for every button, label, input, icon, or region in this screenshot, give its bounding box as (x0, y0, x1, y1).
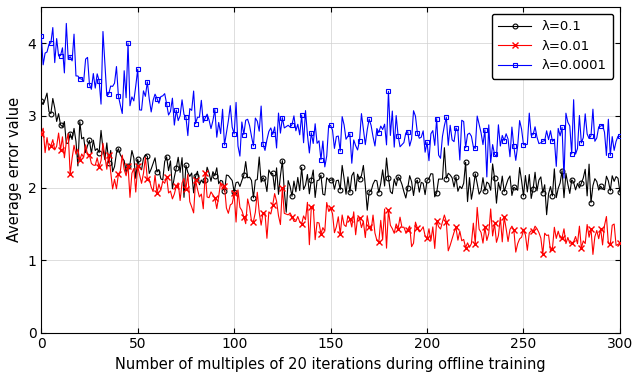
λ=0.1 (616, 190, 624, 194)
λ=0.0001 (37, 34, 45, 38)
λ=0.1 (577, 181, 585, 185)
λ=0.1 (435, 177, 442, 182)
λ=0.01 (527, 229, 535, 233)
λ=0.0001 (273, 146, 280, 150)
λ=0.0001 (616, 134, 624, 139)
λ=0.1 (273, 166, 280, 170)
λ=0.01 (292, 219, 300, 224)
λ=0.01 (575, 224, 583, 229)
X-axis label: Number of multiples of 20 iterations during offline training: Number of multiples of 20 iterations dur… (115, 357, 546, 372)
Line: λ=0.0001: λ=0.0001 (39, 21, 622, 180)
λ=0.0001 (527, 133, 535, 138)
λ=0.01 (39, 126, 47, 130)
λ=0.0001 (435, 153, 442, 157)
λ=0.0001 (292, 128, 300, 133)
λ=0.1 (543, 212, 550, 217)
λ=0.01 (495, 233, 502, 238)
λ=0.0001 (63, 21, 70, 26)
λ=0.1 (527, 196, 535, 201)
Line: λ=0.01: λ=0.01 (38, 125, 623, 258)
λ=0.1 (37, 99, 45, 103)
λ=0.01 (435, 224, 442, 229)
Y-axis label: Average error value: Average error value (7, 97, 22, 242)
Line: λ=0.1: λ=0.1 (39, 91, 622, 217)
λ=0.1 (495, 180, 502, 185)
λ=0.01 (273, 199, 280, 204)
Legend: λ=0.1, λ=0.01, λ=0.0001: λ=0.1, λ=0.01, λ=0.0001 (492, 14, 613, 79)
λ=0.0001 (560, 176, 568, 180)
λ=0.01 (37, 132, 45, 136)
λ=0.0001 (577, 141, 585, 145)
λ=0.1 (292, 190, 300, 194)
λ=0.0001 (495, 122, 502, 127)
λ=0.1 (43, 91, 51, 96)
λ=0.01 (589, 252, 596, 257)
λ=0.01 (616, 241, 624, 245)
